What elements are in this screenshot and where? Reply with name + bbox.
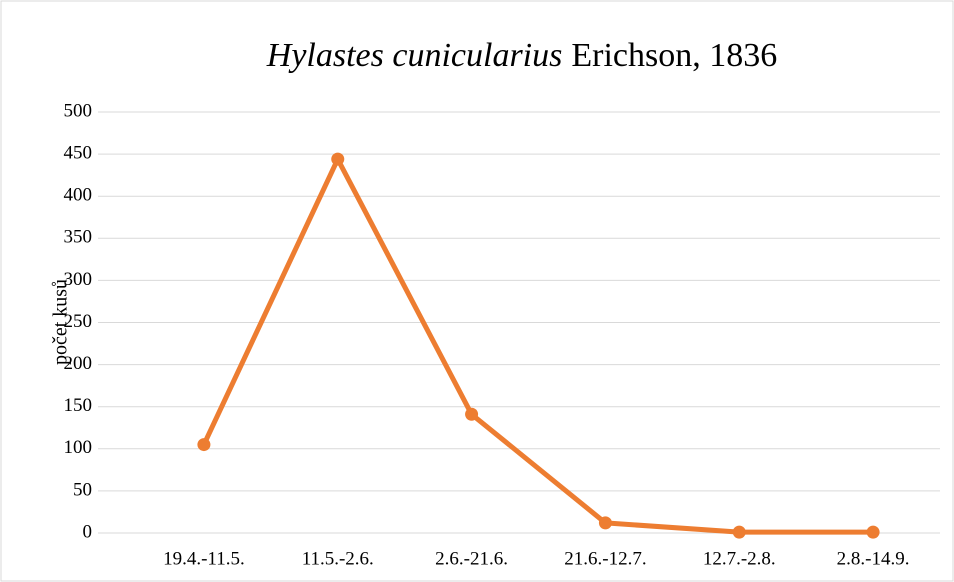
y-tick-label: 350 bbox=[64, 227, 93, 248]
y-tick-label: 300 bbox=[64, 269, 93, 290]
y-tick-label: 50 bbox=[73, 479, 92, 500]
title-author: Erichson, 1836 bbox=[571, 37, 777, 74]
y-axis-label: počet kusů bbox=[50, 279, 72, 365]
y-tick-label: 500 bbox=[64, 100, 93, 121]
x-tick-label: 19.4.-11.5. bbox=[163, 548, 245, 569]
x-tick-label: 11.5.-2.6. bbox=[302, 548, 374, 569]
data-point bbox=[866, 525, 880, 539]
x-tick-label: 2.8.-14.9. bbox=[837, 548, 910, 569]
series-line bbox=[201, 156, 874, 535]
y-tick-label: 100 bbox=[64, 437, 93, 458]
data-point bbox=[732, 525, 746, 539]
y-tick-label: 200 bbox=[64, 353, 93, 374]
y-tick-label: 150 bbox=[64, 395, 93, 416]
y-tick-label: 400 bbox=[64, 185, 93, 206]
y-tick-label: 250 bbox=[64, 311, 93, 332]
data-point bbox=[465, 407, 479, 421]
x-tick-label: 12.7.-2.8. bbox=[703, 548, 776, 569]
x-tick-label: 2.6.-21.6. bbox=[435, 548, 508, 569]
x-tick-label: 21.6.-12.7. bbox=[564, 548, 646, 569]
y-tick-label: 0 bbox=[83, 521, 93, 542]
title-species: Hylastes cunicularius bbox=[266, 37, 563, 74]
y-tick-label: 450 bbox=[64, 142, 93, 163]
data-point bbox=[197, 438, 211, 452]
data-point bbox=[598, 516, 612, 530]
data-point bbox=[331, 152, 345, 166]
chart-title: Hylastes cunicularius Erichson, 1836 bbox=[266, 37, 777, 74]
